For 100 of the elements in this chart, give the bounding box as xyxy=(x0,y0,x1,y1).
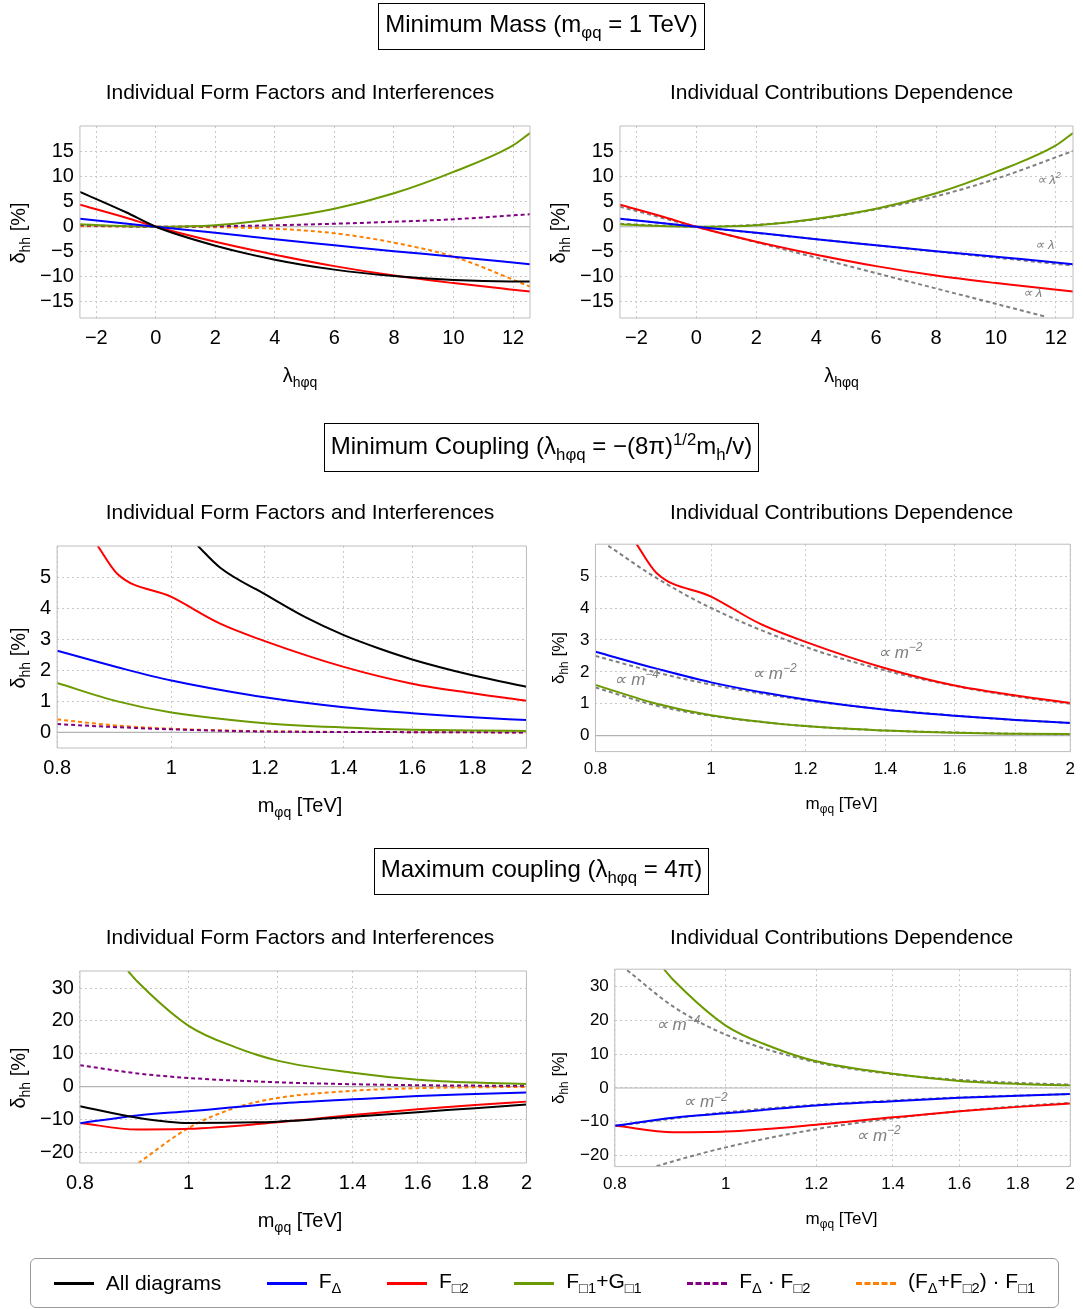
line-series xyxy=(79,190,530,283)
y-tick-label: 10 xyxy=(591,164,614,187)
x-tick-label: 2 xyxy=(520,1170,532,1193)
x-tick-label: 1 xyxy=(165,755,177,778)
y-tick-label: 2 xyxy=(40,657,52,680)
x-tick-label: 1.6 xyxy=(403,1170,432,1193)
y-tick-label: 3 xyxy=(579,629,590,649)
y-tick-label: 1 xyxy=(579,693,590,713)
y-tick-label: 30 xyxy=(589,976,609,996)
x-tick-label: 4 xyxy=(810,325,822,348)
x-tick-label: 8 xyxy=(930,325,942,348)
x-tick-label: 1.4 xyxy=(338,1170,367,1193)
line-series xyxy=(79,213,530,228)
chart-title: Individual Contributions Dependence xyxy=(668,80,1015,104)
x-tick-label: 2 xyxy=(750,325,762,348)
y-tick-label: 5 xyxy=(579,565,590,585)
x-axis-title: m$_{φq}$ [TeV] xyxy=(804,1209,879,1232)
x-tick-label: 10 xyxy=(984,325,1008,348)
y-tick-label: −10 xyxy=(39,264,74,287)
y-tick-label: 10 xyxy=(589,1043,609,1063)
y-tick-label: 0 xyxy=(62,1074,74,1097)
x-tick-label: 1.6 xyxy=(947,1174,972,1194)
y-tick-label: 0 xyxy=(599,1077,609,1097)
x-tick-label: 8 xyxy=(388,325,400,348)
x-tick-label: 6 xyxy=(870,325,882,348)
x-tick-label: 1 xyxy=(721,1174,731,1194)
y-tick-label: 5 xyxy=(40,564,52,587)
chart-subtitle: Individual Form Factors and Interferences xyxy=(104,500,496,524)
y-tick-label: 10 xyxy=(51,164,74,187)
y-tick-label: 0 xyxy=(62,214,74,237)
x-tick-label: 2 xyxy=(1065,759,1076,779)
x-tick-label: 0.8 xyxy=(43,755,72,778)
y-tick-label: 20 xyxy=(51,1008,74,1031)
x-axis-title: m$_{φq}$ [TeV] xyxy=(256,794,344,820)
x-tick-label: 2 xyxy=(209,325,221,348)
legend-label: F$_{□1}$+G$_{□1}$ xyxy=(566,1269,642,1297)
annotation: ∝ λ xyxy=(1035,236,1055,252)
y-tick-label: 4 xyxy=(579,597,590,617)
x-tick-label: 12 xyxy=(501,325,525,348)
y-tick-label: 5 xyxy=(62,189,74,212)
x-axis-title: m$_{φq}$ [TeV] xyxy=(804,794,879,817)
x-tick-label: 0 xyxy=(150,325,162,348)
chart-subtitle: Individual Form Factors and Interferences xyxy=(104,925,496,949)
legend-label: F$_{Δ}$ · F$_{□2}$ xyxy=(739,1269,811,1297)
x-tick-label: 0.8 xyxy=(66,1170,94,1193)
legend-label: All diagrams xyxy=(105,1271,222,1295)
x-tick-label: 1.4 xyxy=(873,759,898,779)
x-tick-label: 0.8 xyxy=(603,1174,627,1194)
chart-subtitle: Individual Form Factors and Interferences xyxy=(104,80,496,104)
y-tick-label: 20 xyxy=(589,1010,609,1030)
y-tick-label: −20 xyxy=(39,1139,74,1162)
y-tick-label: 15 xyxy=(51,139,74,162)
x-tick-label: 1.8 xyxy=(461,1170,489,1193)
x-tick-label: 1.8 xyxy=(1003,759,1028,779)
legend-label: F$_{□2}$ xyxy=(438,1269,469,1297)
x-tick-label: 1.2 xyxy=(793,759,818,779)
x-tick-label: 0.8 xyxy=(583,759,608,779)
x-axis-title: λ$_{hφq}$ xyxy=(823,364,860,390)
line-series xyxy=(79,217,530,266)
x-tick-label: 0 xyxy=(690,325,702,348)
x-tick-label: 4 xyxy=(269,325,281,348)
chart-title: Maximum coupling (λ$_{hφq}$ = 4π) xyxy=(373,848,710,895)
x-tick-label: 12 xyxy=(1044,325,1068,348)
y-tick-label: 0 xyxy=(602,214,614,237)
x-tick-label: 1.6 xyxy=(942,759,967,779)
y-tick-label: −10 xyxy=(579,1111,609,1131)
y-tick-label: 15 xyxy=(591,139,614,162)
x-tick-label: 2 xyxy=(1065,1174,1076,1194)
x-tick-label: 1.2 xyxy=(804,1174,829,1194)
y-tick-label: −20 xyxy=(579,1145,609,1165)
annotation: ∝ λ xyxy=(1023,284,1043,300)
y-tick-label: 10 xyxy=(51,1041,74,1064)
chart-title: Individual Contributions Dependence xyxy=(668,925,1015,949)
y-tick-label: 30 xyxy=(51,975,74,998)
y-tick-label: −15 xyxy=(39,289,74,312)
line-series xyxy=(619,131,1073,228)
y-tick-label: 0 xyxy=(579,725,590,745)
x-tick-label: −2 xyxy=(84,325,108,348)
y-tick-label: 0 xyxy=(40,719,52,742)
x-tick-label: 1.8 xyxy=(458,755,487,778)
x-tick-label: 1.8 xyxy=(1006,1174,1030,1194)
line-series xyxy=(79,203,530,293)
legend-label: F$_{Δ}$ xyxy=(318,1269,342,1297)
y-tick-label: 5 xyxy=(602,189,614,212)
x-tick-label: 1 xyxy=(706,759,716,779)
legend-label: (F$_{Δ}$+F$_{□2}$) · F$_{□1}$ xyxy=(907,1269,1036,1297)
chart-title: Minimum Coupling (λ$_{hφq}$ = −(8π)$^{1/2}$m$_{h}$/v) xyxy=(323,423,760,472)
x-tick-label: −2 xyxy=(625,325,648,348)
chart-title: Individual Contributions Dependence xyxy=(668,500,1015,524)
x-tick-label: 10 xyxy=(442,325,465,348)
y-tick-label: 2 xyxy=(579,661,590,681)
y-tick-label: 4 xyxy=(40,595,52,618)
y-tick-label: −5 xyxy=(591,239,614,262)
x-tick-label: 1 xyxy=(183,1170,195,1193)
line-series xyxy=(79,131,530,228)
y-tick-label: −5 xyxy=(51,239,74,262)
x-tick-label: 1.2 xyxy=(263,1170,292,1193)
y-tick-label: −15 xyxy=(579,289,614,312)
x-tick-label: 1.6 xyxy=(398,755,427,778)
chart-title: Minimum Mass (m$_{φq}$ = 1 TeV) xyxy=(378,3,705,50)
